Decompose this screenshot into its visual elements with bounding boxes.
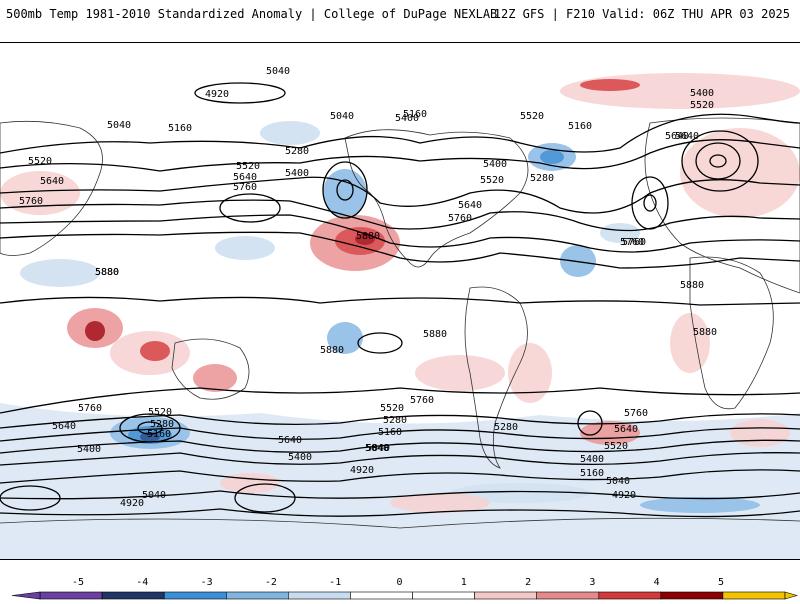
warm-anomaly-shading bbox=[0, 73, 800, 513]
contour-label: 5880 bbox=[423, 329, 447, 340]
contour-label: 5280 bbox=[150, 419, 174, 430]
colorbar-tick-label: -4 bbox=[136, 577, 148, 588]
contour-label: 5880 bbox=[95, 267, 119, 278]
contour-label: 4920 bbox=[350, 465, 374, 476]
contour-label: 5520 bbox=[236, 161, 260, 172]
contour-label: 5160 bbox=[147, 429, 171, 440]
run-info: 12Z GFS | F210 Valid: 06Z THU APR 03 202… bbox=[493, 7, 790, 21]
contour-label: 5160 bbox=[168, 123, 192, 134]
contour-label: 5280 bbox=[383, 415, 407, 426]
contour-label: 5880 bbox=[320, 345, 344, 356]
colorbar-swatch bbox=[660, 591, 724, 600]
contour-label: 5520 bbox=[604, 441, 628, 452]
colorbar-swatch bbox=[474, 591, 538, 600]
colorbar-tick-label: 1 bbox=[461, 577, 467, 588]
contour-label: 5760 bbox=[622, 237, 646, 248]
colorbar-tick-label: -3 bbox=[201, 577, 213, 588]
contour-label: 5160 bbox=[580, 468, 604, 479]
contour-label: 5640 bbox=[458, 200, 482, 211]
colorbar-swatches bbox=[11, 591, 799, 600]
contour-label: 5520 bbox=[480, 175, 504, 186]
map-title: 500mb Temp 1981-2010 Standardized Anomal… bbox=[6, 7, 498, 21]
contour-label: 5760 bbox=[448, 213, 472, 224]
colorbar-swatch bbox=[412, 591, 475, 600]
colorbar-tick-label: -2 bbox=[265, 577, 277, 588]
contour-label: 5400 bbox=[580, 454, 604, 465]
contour-label: 5880 bbox=[95, 267, 119, 278]
contour-label: 5760 bbox=[620, 237, 644, 248]
contour-label: 5040 bbox=[266, 66, 290, 77]
contour-label: 4920 bbox=[612, 490, 636, 501]
contour-label: 5640 bbox=[675, 131, 699, 142]
anomaly-map: 5040 4920 5040 5160 5040 5160 5280 5520 … bbox=[0, 66, 800, 559]
contour-label: 5760 bbox=[233, 182, 257, 193]
colorbar-swatch bbox=[350, 591, 413, 600]
contour-label: 4920 bbox=[120, 498, 144, 509]
colorbar-tick-label: 0 bbox=[396, 577, 402, 588]
contour-label: 5640 bbox=[278, 435, 302, 446]
coastlines bbox=[0, 117, 800, 529]
contour-label: 5640 bbox=[665, 131, 689, 142]
contour-label: 5400 bbox=[395, 113, 419, 124]
colorbar-tick-label: -1 bbox=[329, 577, 341, 588]
colorbar-left-arrow bbox=[11, 591, 41, 600]
colorbar-tick-label: 5 bbox=[718, 577, 724, 588]
colorbar-swatch bbox=[101, 591, 165, 600]
contour-label: 5760 bbox=[410, 395, 434, 406]
contour-label: 5400 bbox=[285, 168, 309, 179]
contour-label: 5760 bbox=[624, 408, 648, 419]
contour-label: 5040 bbox=[366, 443, 390, 454]
header: 500mb Temp 1981-2010 Standardized Anomal… bbox=[0, 0, 800, 30]
contour-label: 5040 bbox=[330, 111, 354, 122]
contour-label: 5880 bbox=[680, 280, 704, 291]
contour-label: 5520 bbox=[690, 100, 714, 111]
contour-label: 5040 bbox=[365, 443, 389, 454]
contour-label: 5400 bbox=[690, 88, 714, 99]
contour-label: 5400 bbox=[483, 159, 507, 170]
contour-label: 5760 bbox=[78, 403, 102, 414]
colorbar-swatch bbox=[722, 591, 786, 600]
contour-label: 5160 bbox=[568, 121, 592, 132]
contour-label: 5040 bbox=[107, 120, 131, 131]
contour-label: 5040 bbox=[606, 476, 630, 487]
colorbar-swatch bbox=[536, 591, 600, 600]
contour-label: 5640 bbox=[52, 421, 76, 432]
colorbar-svg: -5 -4 -3 -2 -1 0 1 2 3 4 5 bbox=[11, 577, 799, 600]
contour-label: 5520 bbox=[520, 111, 544, 122]
colorbar: -5 -4 -3 -2 -1 0 1 2 3 4 5 bbox=[0, 568, 800, 600]
contour-label: 5160 bbox=[403, 109, 427, 120]
contour-label: 4920 bbox=[205, 89, 229, 100]
contour-label: 5520 bbox=[148, 407, 172, 418]
colorbar-ticks: -5 -4 -3 -2 -1 0 1 2 3 4 5 bbox=[72, 577, 724, 588]
contour-label: 5280 bbox=[285, 146, 309, 157]
contour-label: 5280 bbox=[494, 422, 518, 433]
colorbar-right-arrow bbox=[784, 591, 799, 600]
contour-label: 5640 bbox=[233, 172, 257, 183]
colorbar-swatch bbox=[287, 591, 351, 600]
colorbar-swatch bbox=[39, 591, 103, 600]
colorbar-tick-label: -5 bbox=[72, 577, 84, 588]
contour-label: 5520 bbox=[28, 156, 52, 167]
contour-label: 5880 bbox=[693, 327, 717, 338]
contour-label: 5040 bbox=[142, 490, 166, 501]
contour-labels: 5040 4920 5040 5160 5040 5160 5280 5520 … bbox=[19, 66, 717, 509]
contour-label: 5280 bbox=[530, 173, 554, 184]
colorbar-tick-label: 2 bbox=[525, 577, 531, 588]
contour-label: 5160 bbox=[378, 427, 402, 438]
contour-label: 5760 bbox=[19, 196, 43, 207]
contour-label: 5640 bbox=[614, 424, 638, 435]
contour-label: 5400 bbox=[288, 452, 312, 463]
contour-label: 5640 bbox=[40, 176, 64, 187]
contour-label: 5520 bbox=[380, 403, 404, 414]
colorbar-tick-label: 4 bbox=[654, 577, 660, 588]
colorbar-tick-label: 3 bbox=[589, 577, 595, 588]
colorbar-swatch bbox=[598, 591, 662, 600]
colorbar-swatch bbox=[163, 591, 227, 600]
map-panel: 5040 4920 5040 5160 5040 5160 5280 5520 … bbox=[0, 42, 800, 560]
height-contours bbox=[0, 82, 800, 518]
contour-label: 5400 bbox=[77, 444, 101, 455]
contour-label: 5880 bbox=[356, 231, 380, 242]
colorbar-swatch bbox=[226, 591, 289, 600]
